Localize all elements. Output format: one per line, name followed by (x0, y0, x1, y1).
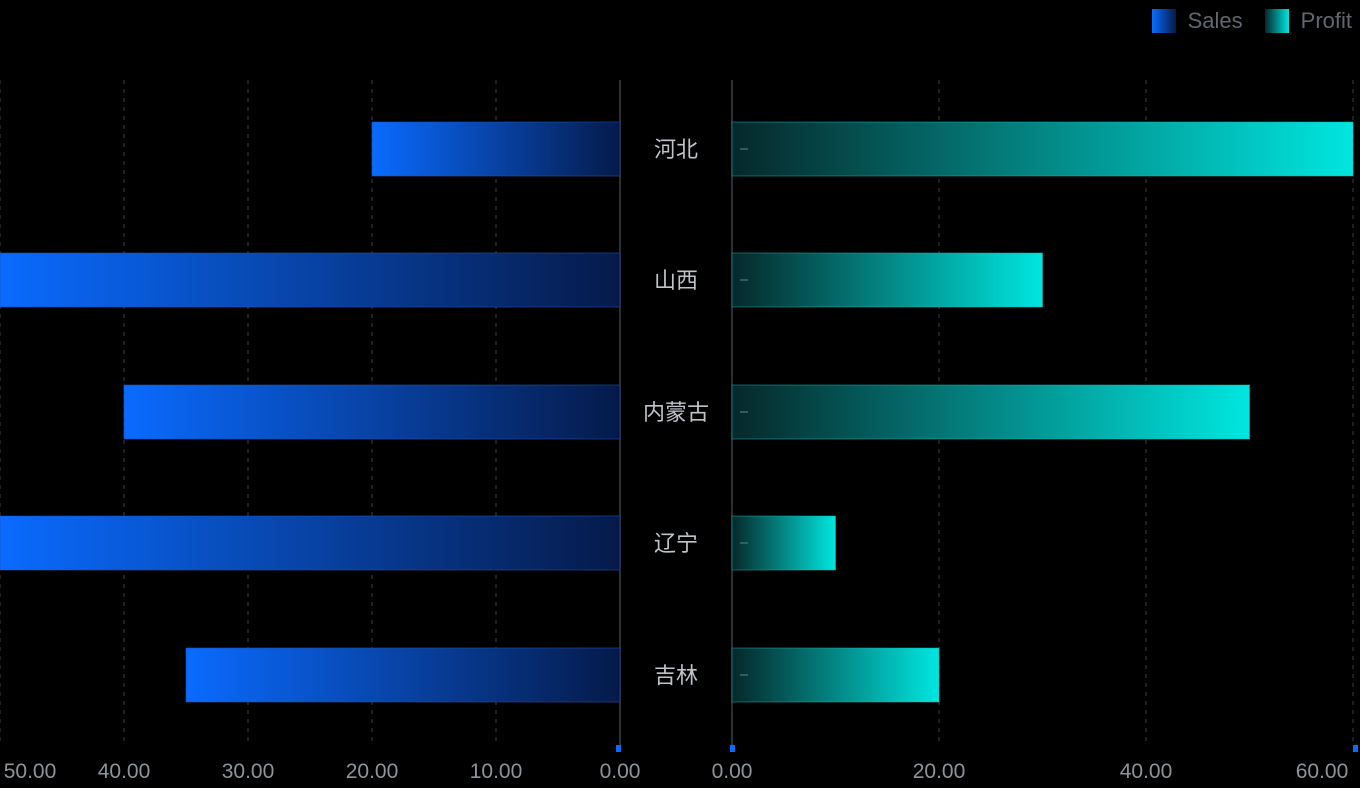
tick-label-left: 0.00 (600, 760, 641, 783)
tick-label-right: 20.00 (913, 760, 966, 783)
bar-sales[interactable] (0, 515, 621, 571)
category-label: 吉林 (654, 663, 698, 688)
axis-tick-marker (616, 745, 621, 752)
axis-tick-marker (730, 745, 735, 752)
tick-label-right: 60.00 (1296, 760, 1349, 783)
legend-swatch-profit (1264, 9, 1289, 33)
tick-label-left: 10.00 (470, 760, 523, 783)
bar-profit[interactable] (731, 252, 1043, 308)
bar-sales[interactable] (185, 647, 621, 703)
bar-profit[interactable] (731, 121, 1354, 177)
category-label: 山西 (654, 268, 698, 293)
tick-label-left: 20.00 (346, 760, 399, 783)
tick-label-left: 30.00 (222, 760, 275, 783)
tick-label-left: 40.00 (98, 760, 151, 783)
category-label: 河北 (654, 137, 698, 162)
tick-label-right: 0.00 (712, 760, 753, 783)
bar-sales[interactable] (371, 121, 621, 177)
tick-label-right: 40.00 (1120, 760, 1173, 783)
legend-item-profit[interactable]: Profit (1264, 8, 1352, 34)
legend-label-sales: Sales (1187, 8, 1243, 33)
bar-sales[interactable] (123, 384, 621, 440)
bar-sales[interactable] (0, 252, 621, 308)
legend-label-profit: Profit (1300, 8, 1352, 33)
category-label: 内蒙古 (643, 400, 709, 425)
legend: Sales Profit (1151, 8, 1352, 34)
legend-swatch-sales (1151, 9, 1176, 33)
grid-lines (0, 80, 1354, 745)
tick-label-left: 50.00 (4, 760, 57, 783)
bar-profit[interactable] (731, 384, 1250, 440)
axis-tick-marker (1353, 745, 1358, 752)
bars (0, 121, 1354, 703)
bar-profit[interactable] (731, 515, 836, 571)
category-label: 辽宁 (654, 531, 698, 556)
legend-item-sales[interactable]: Sales (1151, 8, 1243, 34)
tick-labels: 50.00 40.00 30.00 20.00 10.00 0.00 0.00 20.00 40… (4, 760, 1349, 783)
bar-profit[interactable] (731, 647, 940, 703)
